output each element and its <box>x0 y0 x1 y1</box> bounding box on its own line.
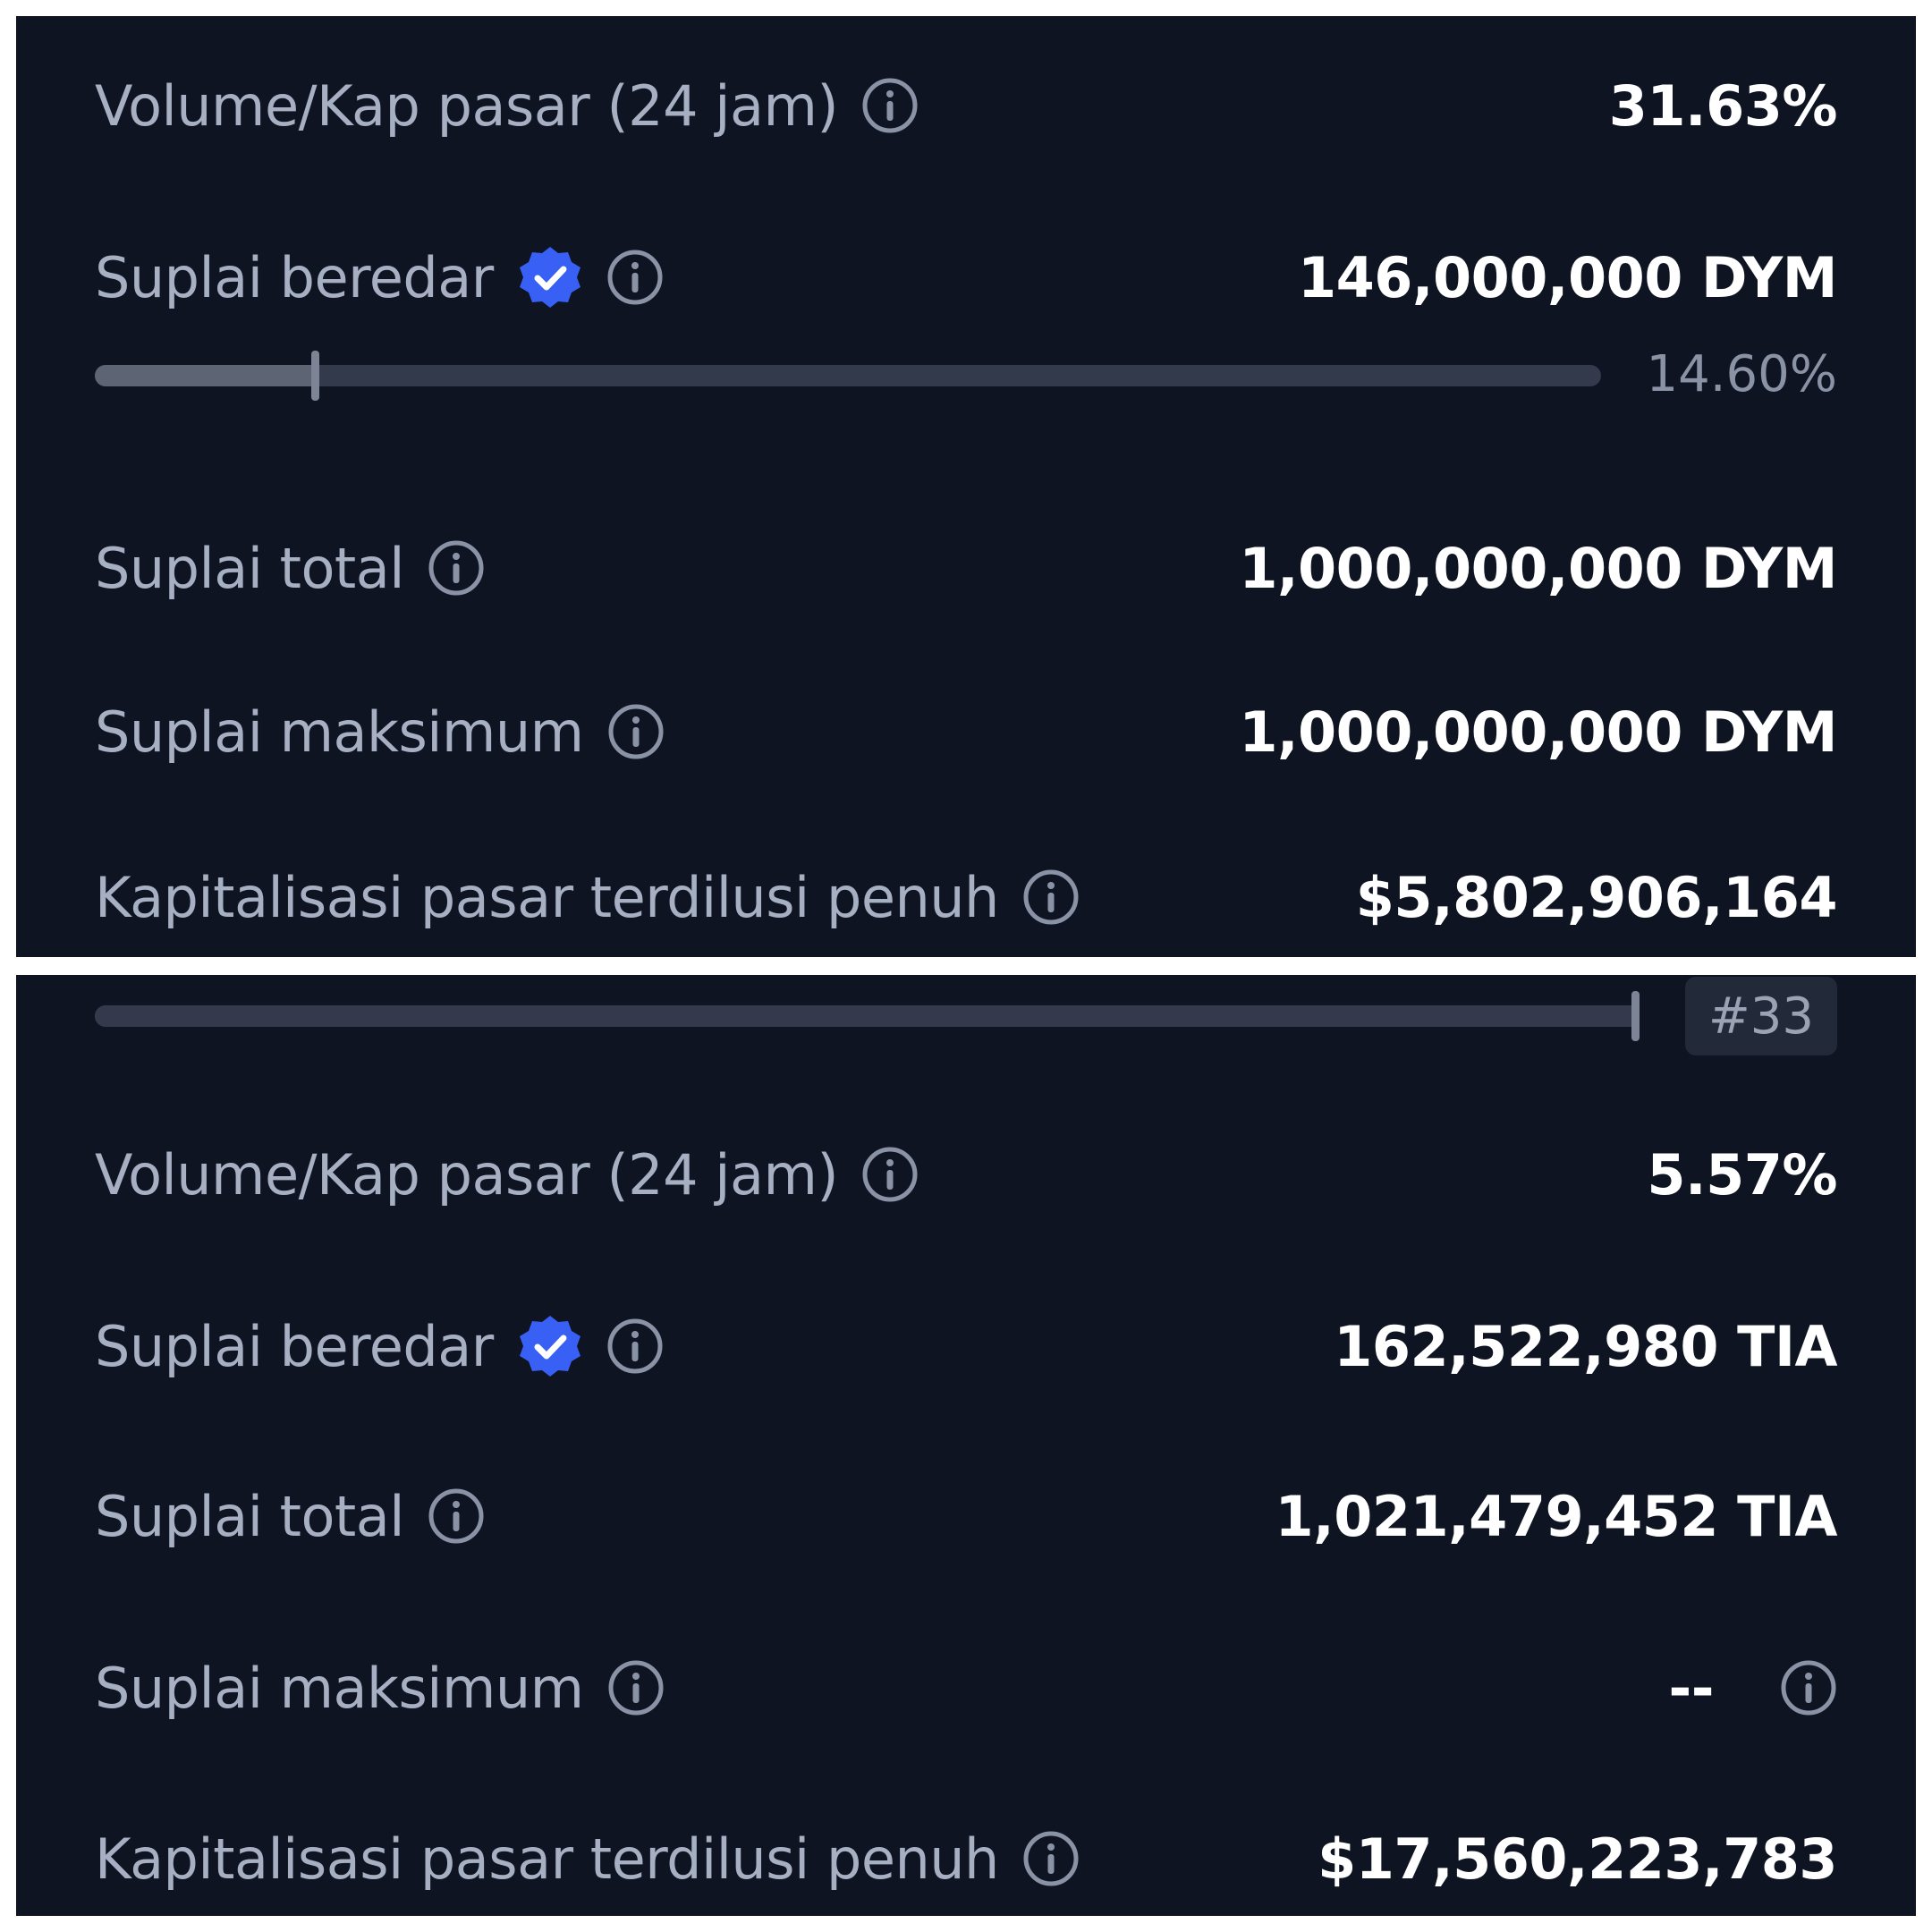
rank-badge: #33 <box>1684 977 1837 1055</box>
info-icon[interactable] <box>428 1487 485 1545</box>
volume-market-cap-row: Volume/Kap pasar (24 jam) 5.57% <box>95 1125 1837 1224</box>
verified-check-icon[interactable] <box>517 244 583 310</box>
fully-diluted-market-cap-value: $17,560,223,783 <box>1318 1826 1837 1892</box>
volume-market-cap-row: Volume/Kap pasar (24 jam) 31.63% <box>95 56 1838 155</box>
info-icon[interactable] <box>607 1659 665 1716</box>
total-supply-label: Suplai total <box>95 1483 404 1549</box>
volume-market-cap-value: 5.57% <box>1647 1141 1837 1208</box>
total-supply-value: 1,021,479,452 TIA <box>1275 1483 1838 1549</box>
total-supply-row: Suplai total 1,021,479,452 TIA <box>95 1467 1838 1565</box>
circulating-supply-value: 162,522,980 TIA <box>1334 1313 1837 1379</box>
info-icon[interactable] <box>1022 869 1080 926</box>
total-supply-row: Suplai total 1,000,000,000 DYM <box>95 519 1837 617</box>
volume-market-cap-value: 31.63% <box>1608 72 1838 139</box>
info-icon[interactable] <box>606 249 664 306</box>
fully-diluted-market-cap-label: Kapitalisasi pasar terdilusi penuh <box>95 1826 999 1892</box>
circulating-supply-progress-bar <box>95 351 1601 401</box>
info-icon[interactable] <box>606 1318 664 1375</box>
max-supply-label: Suplai maksimum <box>95 699 584 765</box>
dym-stats-panel: Volume/Kap pasar (24 jam) 31.63% Suplai … <box>16 16 1916 957</box>
circulating-supply-row: Suplai beredar 162,522,980 TIA <box>95 1297 1837 1395</box>
volume-market-cap-label: Volume/Kap pasar (24 jam) <box>95 1141 839 1208</box>
info-icon[interactable] <box>861 77 919 134</box>
max-supply-row: Suplai maksimum 1,000,000,000 DYM <box>95 682 1837 781</box>
max-supply-value: -- <box>1668 1655 1715 1721</box>
total-supply-label: Suplai total <box>95 535 404 601</box>
volume-market-cap-label: Volume/Kap pasar (24 jam) <box>95 72 839 139</box>
info-icon[interactable] <box>1780 1659 1837 1716</box>
fully-diluted-market-cap-row: Kapitalisasi pasar terdilusi penuh $5,80… <box>95 848 1838 946</box>
info-icon[interactable] <box>1022 1830 1080 1887</box>
circulating-supply-percent: 14.60% <box>1646 345 1837 403</box>
circulating-supply-row: Suplai beredar 146,000,000 DYM <box>95 228 1838 326</box>
total-supply-value: 1,000,000,000 DYM <box>1239 535 1837 601</box>
rank-progress-bar <box>95 991 1640 1041</box>
progress-fill <box>95 365 315 386</box>
max-supply-row: Suplai maksimum -- <box>95 1639 1837 1737</box>
verified-check-icon[interactable] <box>517 1313 583 1379</box>
fully-diluted-market-cap-value: $5,802,906,164 <box>1355 864 1838 930</box>
circulating-supply-label: Suplai beredar <box>95 1313 494 1379</box>
circulating-supply-value: 146,000,000 DYM <box>1298 244 1838 310</box>
progress-marker <box>1631 991 1640 1041</box>
progress-marker <box>310 351 319 401</box>
progress-fill <box>95 1005 1635 1027</box>
max-supply-label: Suplai maksimum <box>95 1655 584 1721</box>
fully-diluted-market-cap-label: Kapitalisasi pasar terdilusi penuh <box>95 864 999 930</box>
circulating-supply-label: Suplai beredar <box>95 244 494 310</box>
max-supply-value: 1,000,000,000 DYM <box>1239 699 1837 765</box>
info-icon[interactable] <box>607 703 665 760</box>
fully-diluted-market-cap-row: Kapitalisasi pasar terdilusi penuh $17,5… <box>95 1809 1837 1908</box>
tia-stats-panel: #33 Volume/Kap pasar (24 jam) 5.57% Supl… <box>16 975 1916 1916</box>
info-icon[interactable] <box>861 1146 919 1203</box>
info-icon[interactable] <box>428 539 485 597</box>
